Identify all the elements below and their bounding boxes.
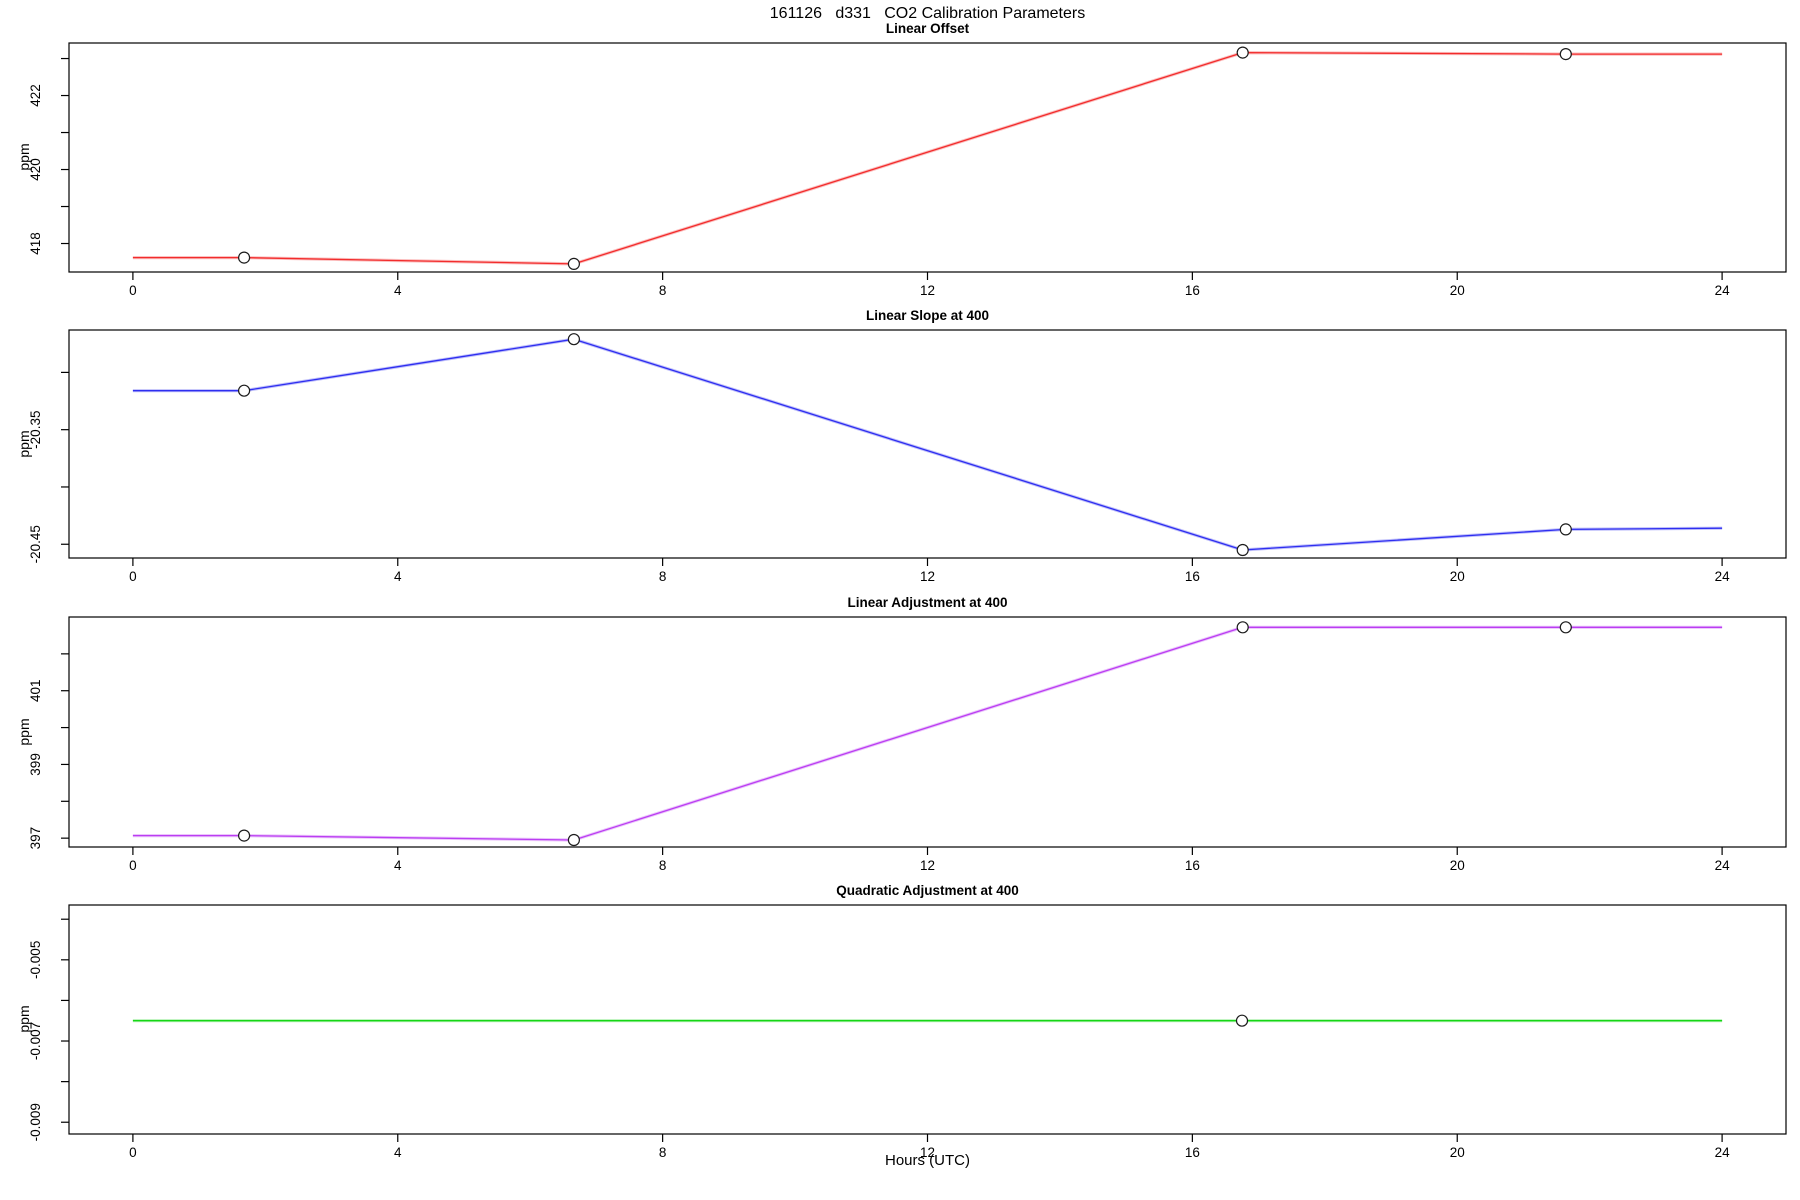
calibration-point-marker: [238, 829, 251, 842]
panel-2: 0 4 8 12 16 20 24 397 399 401: [28, 616, 1787, 873]
plot-frame: [68, 904, 1787, 1135]
series-line: [132, 338, 1723, 551]
x-tick-label: 0: [129, 283, 137, 298]
x-tick-label: 24: [1715, 569, 1731, 584]
x-tick-label: 0: [129, 569, 137, 584]
x-tick-label: 16: [1185, 569, 1200, 584]
x-tick-label: 16: [1185, 858, 1200, 873]
x-axis-title: Hours (UTC): [885, 1152, 970, 1169]
y-tick-label: 399: [28, 753, 43, 776]
x-tick-label: 20: [1450, 858, 1465, 873]
calibration-point-marker: [1236, 621, 1249, 634]
calibration-point-marker: [238, 384, 251, 397]
x-tick-label: 8: [659, 569, 667, 584]
panel-title-quadratic-adjustment: Quadratic Adjustment at 400: [836, 883, 1019, 898]
y-tick-label: 420: [28, 158, 43, 181]
x-tick-label: 0: [129, 1145, 137, 1160]
calibration-point-marker: [1235, 1014, 1249, 1027]
calibration-point-marker: [567, 333, 581, 346]
y-tick-label: 418: [28, 232, 43, 255]
x-tick-label: 4: [394, 283, 402, 298]
x-tick-label: 16: [1185, 283, 1200, 298]
x-tick-label: 0: [129, 858, 137, 873]
y-tick-label: -0.007: [28, 1022, 43, 1060]
x-tick-label: 24: [1715, 283, 1731, 298]
x-tick-label: 8: [659, 1145, 667, 1160]
plot-frame: [68, 329, 1787, 559]
page-title: 161126 d331 CO2 Calibration Parameters: [769, 5, 1086, 22]
x-tick-label: 16: [1185, 1145, 1200, 1160]
x-tick-label: 20: [1450, 283, 1465, 298]
x-tick-label: 12: [920, 1145, 935, 1160]
calibration-point-marker: [567, 257, 581, 270]
y-tick-label: -0.009: [28, 1103, 43, 1141]
x-tick-label: 24: [1715, 1145, 1731, 1160]
calibration-point-marker: [1559, 47, 1572, 61]
x-tick-label: 20: [1450, 1145, 1465, 1160]
panel-title-linear-offset: Linear Offset: [885, 21, 970, 36]
y-tick-label: -20.45: [28, 525, 43, 563]
x-tick-label: 8: [659, 283, 667, 298]
series-line: [132, 51, 1723, 265]
calibration-point-marker: [1559, 621, 1572, 634]
panel-3: 0 4 8 12 16 20 24 -0.005 -0.007 -0.009: [28, 904, 1787, 1160]
series-line-halo: [132, 50, 1723, 266]
panel-0: 0 4 8 12 16 20 24 418 420 422: [28, 42, 1787, 298]
x-tick-label: 4: [394, 858, 402, 873]
panel-title-linear-adjustment: Linear Adjustment at 400: [847, 595, 1008, 610]
x-tick-label: 4: [394, 1145, 402, 1160]
panel-title-linear-slope: Linear Slope at 400: [865, 308, 990, 323]
x-tick-label: 4: [394, 569, 402, 584]
y-tick-label: -0.005: [28, 941, 43, 979]
x-tick-label: 12: [920, 858, 935, 873]
y-tick-label: -20.35: [28, 411, 43, 449]
series-line: [132, 626, 1723, 841]
x-tick-label: 8: [659, 858, 667, 873]
calibration-point-marker: [1236, 543, 1249, 557]
x-tick-label: 24: [1715, 858, 1731, 873]
plot-frame: [68, 42, 1787, 273]
y-tick-label: 401: [28, 679, 43, 702]
y-tick-label: 397: [28, 827, 43, 850]
calibration-point-marker: [1559, 523, 1572, 536]
y-tick-label: 422: [28, 84, 43, 107]
calibration-point-marker: [567, 833, 581, 847]
calibration-point-marker: [1236, 46, 1249, 59]
x-tick-label: 20: [1450, 569, 1465, 584]
series-line-halo: [132, 625, 1723, 842]
x-tick-label: 12: [920, 569, 935, 584]
panel-1: 0 4 8 12 16 20 24 -20.35 -20.45: [28, 329, 1787, 584]
calibration-point-marker: [238, 251, 251, 264]
x-tick-label: 12: [920, 283, 935, 298]
plot-frame: [68, 616, 1787, 848]
